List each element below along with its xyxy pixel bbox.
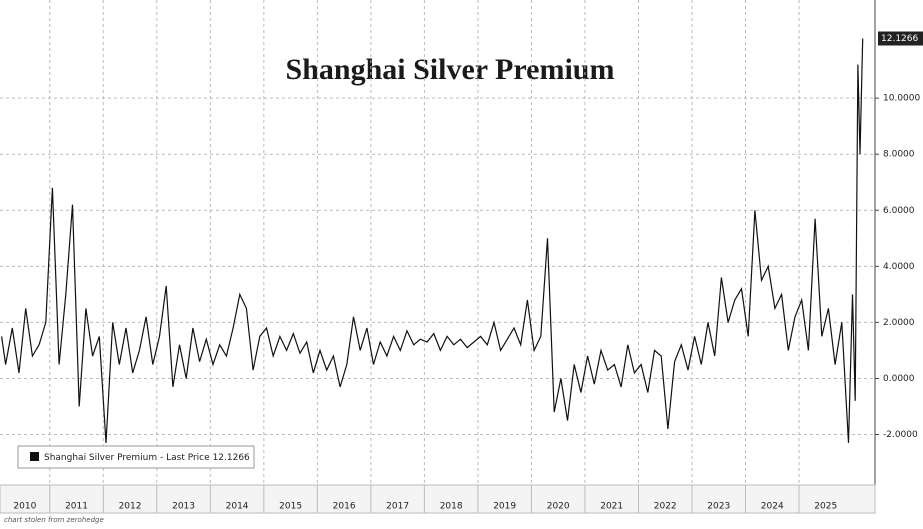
last-price-tag-label: 12.1266 <box>881 34 918 44</box>
y-tick-label: 0.0000 <box>883 374 915 384</box>
last-price-tag <box>878 31 923 46</box>
legend-last-label: Last Price <box>166 453 210 463</box>
x-tick-label: 2016 <box>333 502 356 512</box>
legend-swatch <box>30 452 39 461</box>
y-tick-label: 2.0000 <box>883 318 915 328</box>
legend: Shanghai Silver Premium - Last Price 12.… <box>17 445 255 469</box>
x-tick-label: 2014 <box>226 502 249 512</box>
x-tick-label: 2018 <box>440 502 463 512</box>
y-tick-label: -2.0000 <box>883 430 918 440</box>
x-tick-label: 2019 <box>493 502 516 512</box>
line <box>1 38 864 443</box>
footer: chart stolen from zerohedge <box>4 516 104 524</box>
x-tick-label: 2020 <box>547 502 570 512</box>
legend-box <box>17 445 255 469</box>
x-tick-label: 2021 <box>600 502 623 512</box>
x-tick-label: 2015 <box>279 502 302 512</box>
y-tick-label: 8.0000 <box>883 150 915 160</box>
x-tick-label: 2013 <box>172 502 195 512</box>
x-tick-label: 2017 <box>386 502 409 512</box>
legend-last-value: 12.1266 <box>213 453 250 463</box>
x-tick-label: 2011 <box>65 502 88 512</box>
x-tick-label: 2012 <box>119 502 142 512</box>
x-tick-label: 2022 <box>654 502 677 512</box>
chart-title: Shanghai Silver Premium <box>286 53 615 86</box>
x-tick-label: 2024 <box>761 502 784 512</box>
legend-series-name: Shanghai Silver Premium <box>44 453 157 463</box>
x-axis-band <box>0 484 876 514</box>
y-tick-label: 6.0000 <box>883 206 915 216</box>
x-tick-label: 2025 <box>814 502 837 512</box>
x-tick-label: 2023 <box>707 502 730 512</box>
legend-label: Shanghai Silver Premium - Last Price 12.… <box>44 453 250 463</box>
x-tick-label: 2010 <box>13 502 36 512</box>
y-tick-label: 4.0000 <box>883 262 915 272</box>
y-tick-label: 10.0000 <box>883 94 920 104</box>
